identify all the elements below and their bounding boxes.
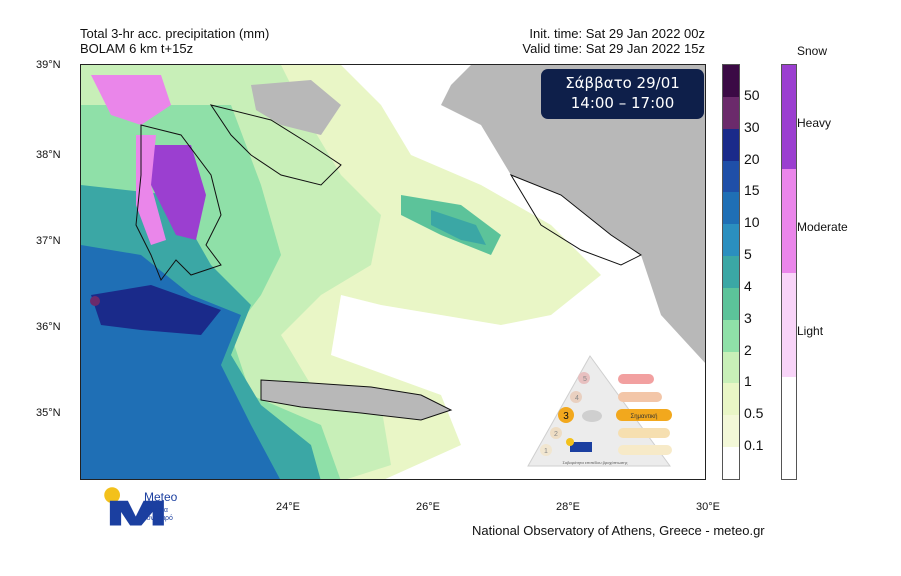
land-crete bbox=[261, 380, 451, 420]
cloud-icon bbox=[582, 410, 602, 422]
time-window-badge: Σάββατο 29/01 14:00 – 17:00 bbox=[541, 69, 704, 119]
level-4-number: 4 bbox=[575, 395, 579, 402]
level-3-label: Σημαντική bbox=[630, 413, 657, 420]
lat-label-37: 37°N bbox=[36, 235, 61, 247]
severity-pyramid: 5 4 3 2 1 Σημαντική Σοβαρότητα επιπέδου … bbox=[527, 355, 672, 467]
colorbar-swatch bbox=[723, 287, 739, 320]
lon-label-30: 30°E bbox=[696, 501, 720, 513]
title-line-1: Total 3-hr acc. precipitation (mm) bbox=[80, 26, 270, 41]
snow-colorbar bbox=[781, 64, 797, 480]
snow-heavy-swatch bbox=[782, 65, 796, 169]
colorbar-swatch bbox=[723, 351, 739, 384]
logo-name: Meteo bbox=[144, 490, 178, 504]
coastlines bbox=[135, 104, 642, 421]
map-canvas bbox=[81, 65, 705, 479]
logo-tagline: Όλα για τον καιρό bbox=[144, 507, 173, 523]
title-line-2: BOLAM 6 km t+15z bbox=[80, 41, 194, 56]
snow-none-swatch bbox=[782, 377, 796, 479]
snow-moderate-swatch bbox=[782, 169, 796, 273]
level-2-number: 2 bbox=[554, 431, 558, 438]
valid-time: Valid time: Sat 29 Jan 2022 15z bbox=[522, 41, 705, 56]
meteo-logo bbox=[104, 487, 164, 526]
snow-label-moderate: Moderate bbox=[797, 220, 848, 234]
colorbar-label: 0.1 bbox=[744, 437, 764, 454]
colorbar-swatch bbox=[723, 415, 739, 448]
lon-label-28: 28°E bbox=[556, 501, 580, 513]
level-2-bar bbox=[618, 428, 670, 438]
colorbar-label: 1 bbox=[744, 373, 752, 390]
colorbar-label: 20 bbox=[744, 150, 760, 167]
colorbar-label: 3 bbox=[744, 309, 752, 326]
snow-label-light: Light bbox=[797, 324, 824, 338]
level-2-marker bbox=[550, 427, 562, 439]
precip-colorbar bbox=[722, 64, 740, 480]
colorbar-label: 5 bbox=[744, 246, 752, 263]
lon-label-24: 24°E bbox=[276, 501, 300, 513]
colorbar-swatch bbox=[723, 128, 739, 161]
level-3-marker bbox=[558, 407, 574, 423]
colorbar-swatch bbox=[723, 383, 739, 416]
level-4-marker bbox=[570, 391, 582, 403]
colorbar-swatch bbox=[723, 192, 739, 225]
logo-tagline-2: τον καιρό bbox=[144, 515, 173, 522]
logo-tagline-1: Όλα για bbox=[144, 507, 168, 514]
land-turkey bbox=[441, 65, 705, 363]
init-time: Init. time: Sat 29 Jan 2022 00z bbox=[529, 26, 705, 41]
colorbar-label: 10 bbox=[744, 214, 760, 231]
lat-label-39: 39°N bbox=[36, 59, 61, 71]
level-3-bar bbox=[616, 409, 672, 421]
snow-heavy-peloponnese bbox=[146, 145, 206, 240]
precipitation-map bbox=[80, 64, 706, 480]
snow-light-swatch bbox=[782, 273, 796, 377]
colorbar-swatch bbox=[723, 160, 739, 193]
logo-m-icon bbox=[109, 500, 164, 526]
colorbar-swatch bbox=[723, 256, 739, 288]
pyramid-meteo-logo bbox=[566, 438, 592, 452]
colorbar-label: 0.5 bbox=[744, 405, 764, 422]
colorbar-label: 2 bbox=[744, 341, 752, 358]
level-1-number: 1 bbox=[544, 448, 548, 455]
snow-moderate-peloponnese bbox=[136, 135, 166, 245]
colorbar-swatch bbox=[723, 447, 739, 479]
level-3-number: 3 bbox=[563, 411, 569, 422]
badge-hours: 14:00 – 17:00 bbox=[570, 94, 675, 112]
snow-moderate-north bbox=[91, 75, 171, 125]
lat-label-35: 35°N bbox=[36, 407, 61, 419]
snow-legend-title: Snow bbox=[797, 44, 828, 58]
lon-label-26: 26°E bbox=[416, 501, 440, 513]
badge-day: Σάββατο 29/01 bbox=[565, 74, 680, 92]
colorbar-swatch bbox=[723, 96, 739, 129]
chart-title: Total 3-hr acc. precipitation (mm) BOLAM… bbox=[80, 26, 269, 56]
colorbar-swatch bbox=[723, 319, 739, 352]
level-5-marker bbox=[578, 372, 590, 384]
level-5-number: 5 bbox=[583, 376, 587, 383]
colorbar-label: 50 bbox=[744, 86, 760, 103]
level-1-marker bbox=[540, 444, 552, 456]
level-4-bar bbox=[618, 392, 662, 402]
time-info: Init. time: Sat 29 Jan 2022 00z Valid ti… bbox=[522, 26, 705, 56]
level-1-bar bbox=[618, 445, 672, 455]
precip-max-spot bbox=[90, 296, 100, 306]
logo-sun-icon bbox=[104, 487, 120, 503]
lat-label-36: 36°N bbox=[36, 321, 61, 333]
level-5-bar bbox=[618, 374, 654, 384]
pyramid-caption: Σοβαρότητα επιπέδου βροχόπτωσης bbox=[562, 460, 627, 465]
lat-label-38: 38°N bbox=[36, 149, 61, 161]
colorbar-label: 4 bbox=[744, 277, 752, 294]
colorbar-label: 15 bbox=[744, 182, 760, 199]
footer-credit: National Observatory of Athens, Greece -… bbox=[472, 523, 765, 538]
snow-label-heavy: Heavy bbox=[797, 116, 832, 130]
land-north-grey bbox=[251, 80, 341, 135]
precip-field-dark-blue bbox=[91, 285, 221, 335]
colorbar-label: 30 bbox=[744, 118, 760, 135]
precip-band-east-core bbox=[431, 210, 486, 245]
colorbar-swatch bbox=[723, 65, 739, 97]
colorbar-swatch bbox=[723, 224, 739, 257]
